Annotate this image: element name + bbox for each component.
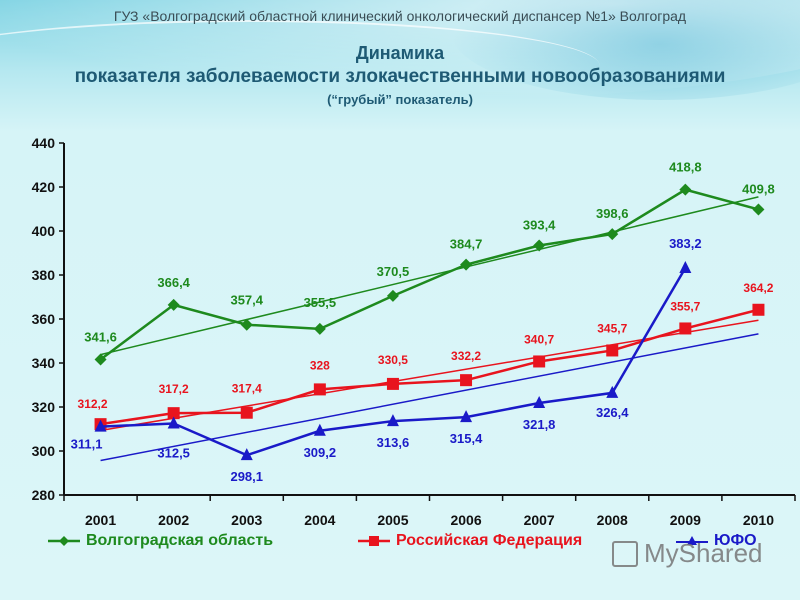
data-label: 340,7 xyxy=(524,332,554,346)
data-label: 364,2 xyxy=(743,281,773,295)
data-label: 328 xyxy=(310,358,330,372)
x-tick-label: 2008 xyxy=(597,512,628,528)
legend-label: Волгоградская область xyxy=(86,532,274,549)
data-label: 384,7 xyxy=(450,237,483,252)
data-label: 383,2 xyxy=(669,236,702,251)
data-point xyxy=(460,410,473,423)
data-point xyxy=(533,355,546,368)
data-point xyxy=(167,416,180,429)
series-line xyxy=(99,188,759,361)
data-point xyxy=(679,260,692,273)
organization-header: ГУЗ «Волгоградский областной клинический… xyxy=(113,8,687,24)
y-tick-label: 360 xyxy=(32,311,56,327)
background-wave xyxy=(0,20,600,112)
data-point xyxy=(240,448,253,461)
data-label: 409,8 xyxy=(742,181,775,196)
legend-label: ЮФО xyxy=(714,532,757,549)
legend-label: Российская Федерация xyxy=(396,532,583,549)
x-tick-label: 2005 xyxy=(377,512,408,528)
trendline xyxy=(100,196,759,356)
series-line xyxy=(100,308,759,426)
data-label: 355,7 xyxy=(670,299,700,313)
data-point xyxy=(752,203,765,216)
triangle-marker-icon xyxy=(676,536,708,545)
data-point xyxy=(460,374,473,387)
data-point xyxy=(313,423,326,436)
legend-item-volgograd: Волгоградская область xyxy=(48,532,273,550)
data-label: 332,2 xyxy=(451,349,481,363)
data-point xyxy=(313,383,326,396)
data-label: 330,5 xyxy=(378,353,408,367)
data-point xyxy=(167,298,180,311)
y-tick-label: 440 xyxy=(32,135,56,151)
data-point xyxy=(313,322,326,335)
data-label: 393,4 xyxy=(523,218,556,233)
data-point xyxy=(460,258,473,271)
data-point xyxy=(167,407,180,420)
data-label: 357,4 xyxy=(230,293,263,308)
data-label: 298,1 xyxy=(230,469,263,484)
x-tick-label: 2007 xyxy=(524,512,555,528)
y-tick-label: 300 xyxy=(32,443,56,459)
legend-item-russia: Российская Федерация xyxy=(358,532,582,550)
chart-subtitle: (“грубый” показатель) xyxy=(327,92,473,107)
y-tick-label: 320 xyxy=(32,399,56,415)
x-tick-label: 2009 xyxy=(670,512,701,528)
data-point xyxy=(386,414,399,427)
presentation-icon xyxy=(612,540,638,567)
legend-item-yufo: ЮФО xyxy=(676,532,757,550)
data-label: 312,5 xyxy=(157,446,190,461)
data-label: 309,2 xyxy=(304,445,337,460)
data-label: 345,7 xyxy=(597,321,627,335)
data-point xyxy=(94,353,107,366)
y-tick-label: 340 xyxy=(32,355,56,371)
data-label: 311,1 xyxy=(71,437,103,452)
data-label: 317,2 xyxy=(159,382,189,396)
data-label: 355,5 xyxy=(304,295,337,310)
data-point xyxy=(679,322,692,335)
data-point xyxy=(533,239,546,252)
data-point xyxy=(752,303,765,316)
data-point xyxy=(386,289,399,302)
data-label: 312,2 xyxy=(78,397,108,411)
data-point xyxy=(606,385,619,398)
x-tick-label: 2010 xyxy=(743,512,774,528)
y-tick-label: 280 xyxy=(32,487,56,503)
data-label: 317,4 xyxy=(232,382,262,396)
y-tick-label: 380 xyxy=(32,267,56,283)
data-label: 326,4 xyxy=(596,405,629,420)
data-label: 398,6 xyxy=(596,206,629,221)
trendline xyxy=(100,333,759,462)
x-tick-label: 2006 xyxy=(450,512,481,528)
chart-title-line1: Динамика xyxy=(355,43,445,63)
data-point xyxy=(240,406,253,419)
data-label: 341,6 xyxy=(84,329,117,344)
square-marker-icon xyxy=(358,536,390,546)
data-point xyxy=(533,396,546,409)
data-label: 418,8 xyxy=(669,160,702,175)
data-point xyxy=(679,183,692,196)
data-label: 370,5 xyxy=(377,264,410,279)
diamond-marker-icon xyxy=(48,536,80,546)
data-point xyxy=(606,344,619,357)
data-point xyxy=(606,228,619,241)
data-point xyxy=(386,377,399,390)
x-tick-label: 2003 xyxy=(231,512,262,528)
data-point xyxy=(94,419,107,432)
x-tick-label: 2002 xyxy=(158,512,189,528)
x-tick-label: 2004 xyxy=(304,512,335,528)
data-label: 321,8 xyxy=(523,417,556,432)
data-label: 313,6 xyxy=(377,435,410,450)
watermark: MyShared xyxy=(612,538,763,569)
y-tick-label: 420 xyxy=(32,179,56,195)
x-tick-label: 2001 xyxy=(85,512,116,528)
data-label: 366,4 xyxy=(157,275,190,290)
chart-title-line2: показателя заболеваемости злокачественны… xyxy=(74,66,726,87)
data-point xyxy=(240,318,253,331)
data-label: 315,4 xyxy=(450,431,483,446)
y-tick-label: 400 xyxy=(32,223,56,239)
